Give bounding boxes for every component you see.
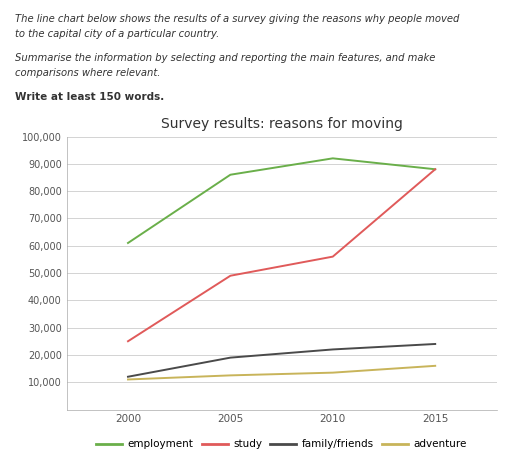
Text: Summarise the information by selecting and reporting the main features, and make: Summarise the information by selecting a… [15,53,436,63]
Text: The line chart below shows the results of a survey giving the reasons why people: The line chart below shows the results o… [15,14,460,24]
Title: Survey results: reasons for moving: Survey results: reasons for moving [161,117,402,131]
Text: comparisons where relevant.: comparisons where relevant. [15,68,161,78]
Text: to the capital city of a particular country.: to the capital city of a particular coun… [15,29,220,39]
Legend: employment, study, family/friends, adventure: employment, study, family/friends, adven… [92,435,471,454]
Text: Write at least 150 words.: Write at least 150 words. [15,92,165,102]
